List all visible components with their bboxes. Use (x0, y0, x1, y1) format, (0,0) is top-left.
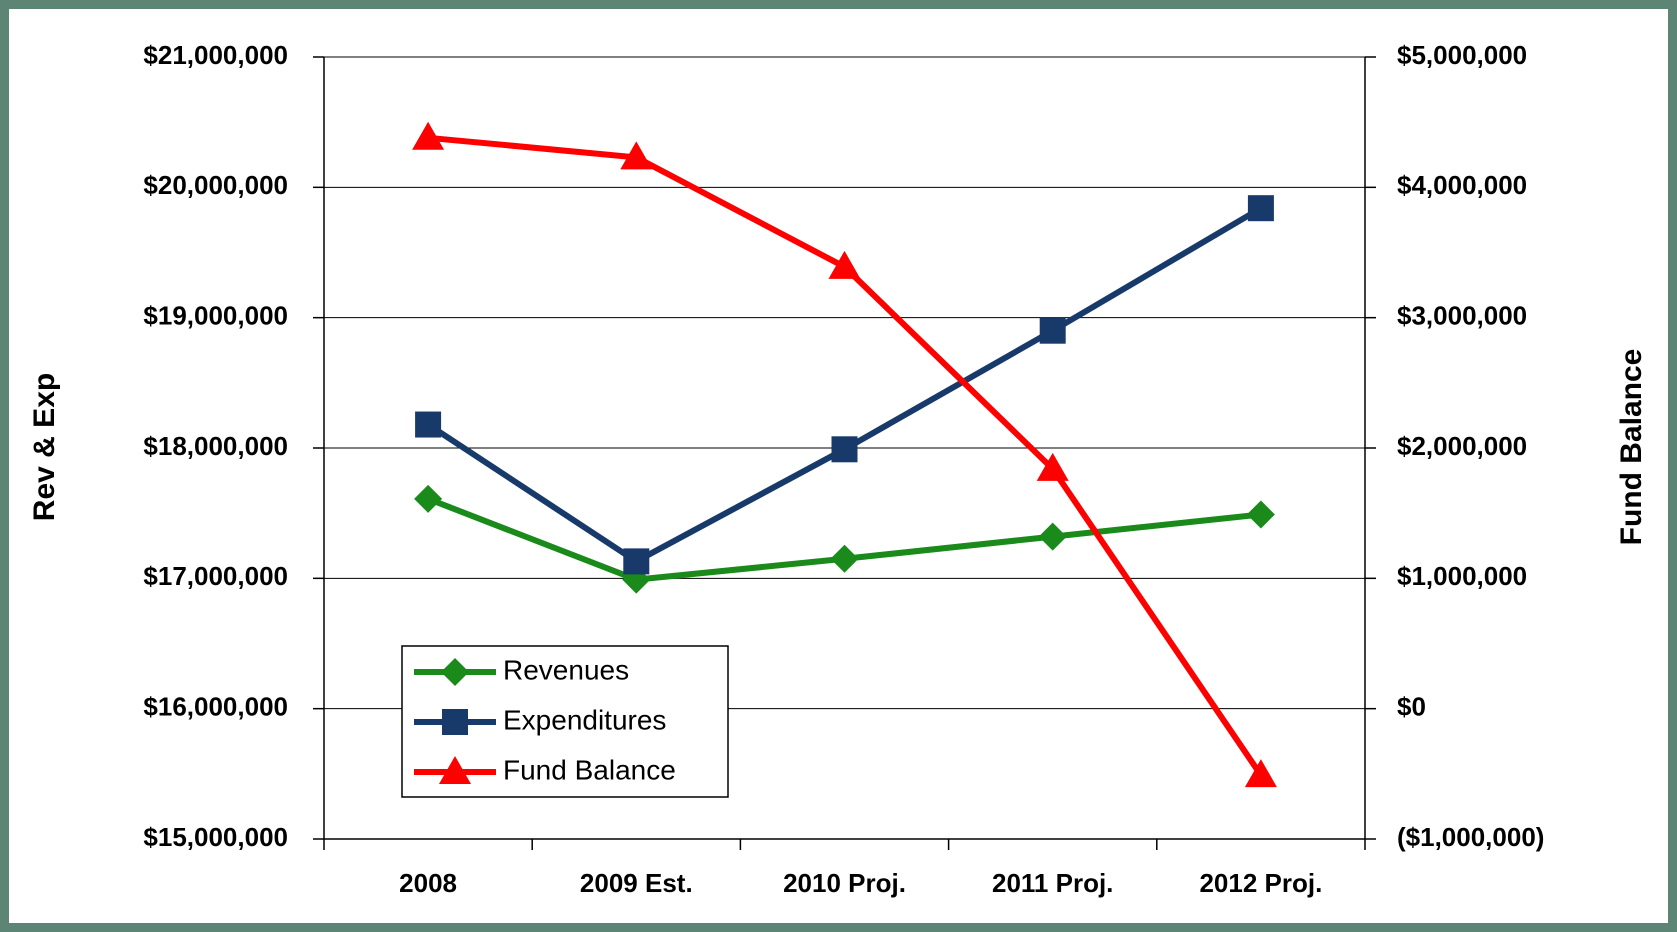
marker (1246, 500, 1275, 529)
y-tick-label: $15,000,000 (143, 822, 288, 852)
y2-tick-label: $3,000,000 (1397, 301, 1527, 331)
x-tick-label: 2010 Proj. (783, 868, 906, 898)
y-tick-label: $19,000,000 (143, 301, 288, 331)
marker (412, 121, 445, 150)
marker (1038, 522, 1067, 551)
legend-marker (439, 756, 471, 784)
marker (830, 544, 859, 573)
y-tick-label: $18,000,000 (143, 431, 288, 461)
legend-label: Revenues (503, 654, 629, 685)
legend-marker (441, 658, 469, 686)
y2-tick-label: $0 (1397, 692, 1426, 722)
y2-axis-title: Fund Balance (1615, 349, 1648, 546)
chart-background (9, 9, 1668, 923)
marker (1244, 759, 1277, 788)
marker (1036, 452, 1069, 481)
y2-tick-label: $1,000,000 (1397, 561, 1527, 591)
marker (620, 141, 653, 170)
x-tick-label: 2011 Proj. (992, 868, 1113, 898)
marker (1247, 195, 1274, 222)
y-axis-title: Rev & Exp (28, 373, 61, 521)
x-tick-label: 2012 Proj. (1199, 868, 1322, 898)
y2-tick-label: $5,000,000 (1397, 40, 1527, 70)
marker (1039, 317, 1066, 344)
y2-tick-label: $4,000,000 (1397, 170, 1527, 200)
y-tick-label: $16,000,000 (143, 692, 288, 722)
x-tick-label: 2008 (399, 868, 457, 898)
y-tick-label: $20,000,000 (143, 170, 288, 200)
y-tick-label: $17,000,000 (143, 561, 288, 591)
legend-marker (442, 709, 468, 735)
y2-tick-label: $2,000,000 (1397, 431, 1527, 461)
marker (414, 484, 443, 513)
legend-label: Expenditures (503, 704, 666, 735)
marker (623, 548, 650, 575)
marker (831, 436, 858, 463)
y2-tick-label: ($1,000,000) (1397, 822, 1544, 852)
legend-label: Fund Balance (503, 754, 676, 785)
y-tick-label: $21,000,000 (143, 40, 288, 70)
marker (828, 250, 861, 279)
marker (415, 411, 442, 438)
x-tick-label: 2009 Est. (580, 868, 693, 898)
